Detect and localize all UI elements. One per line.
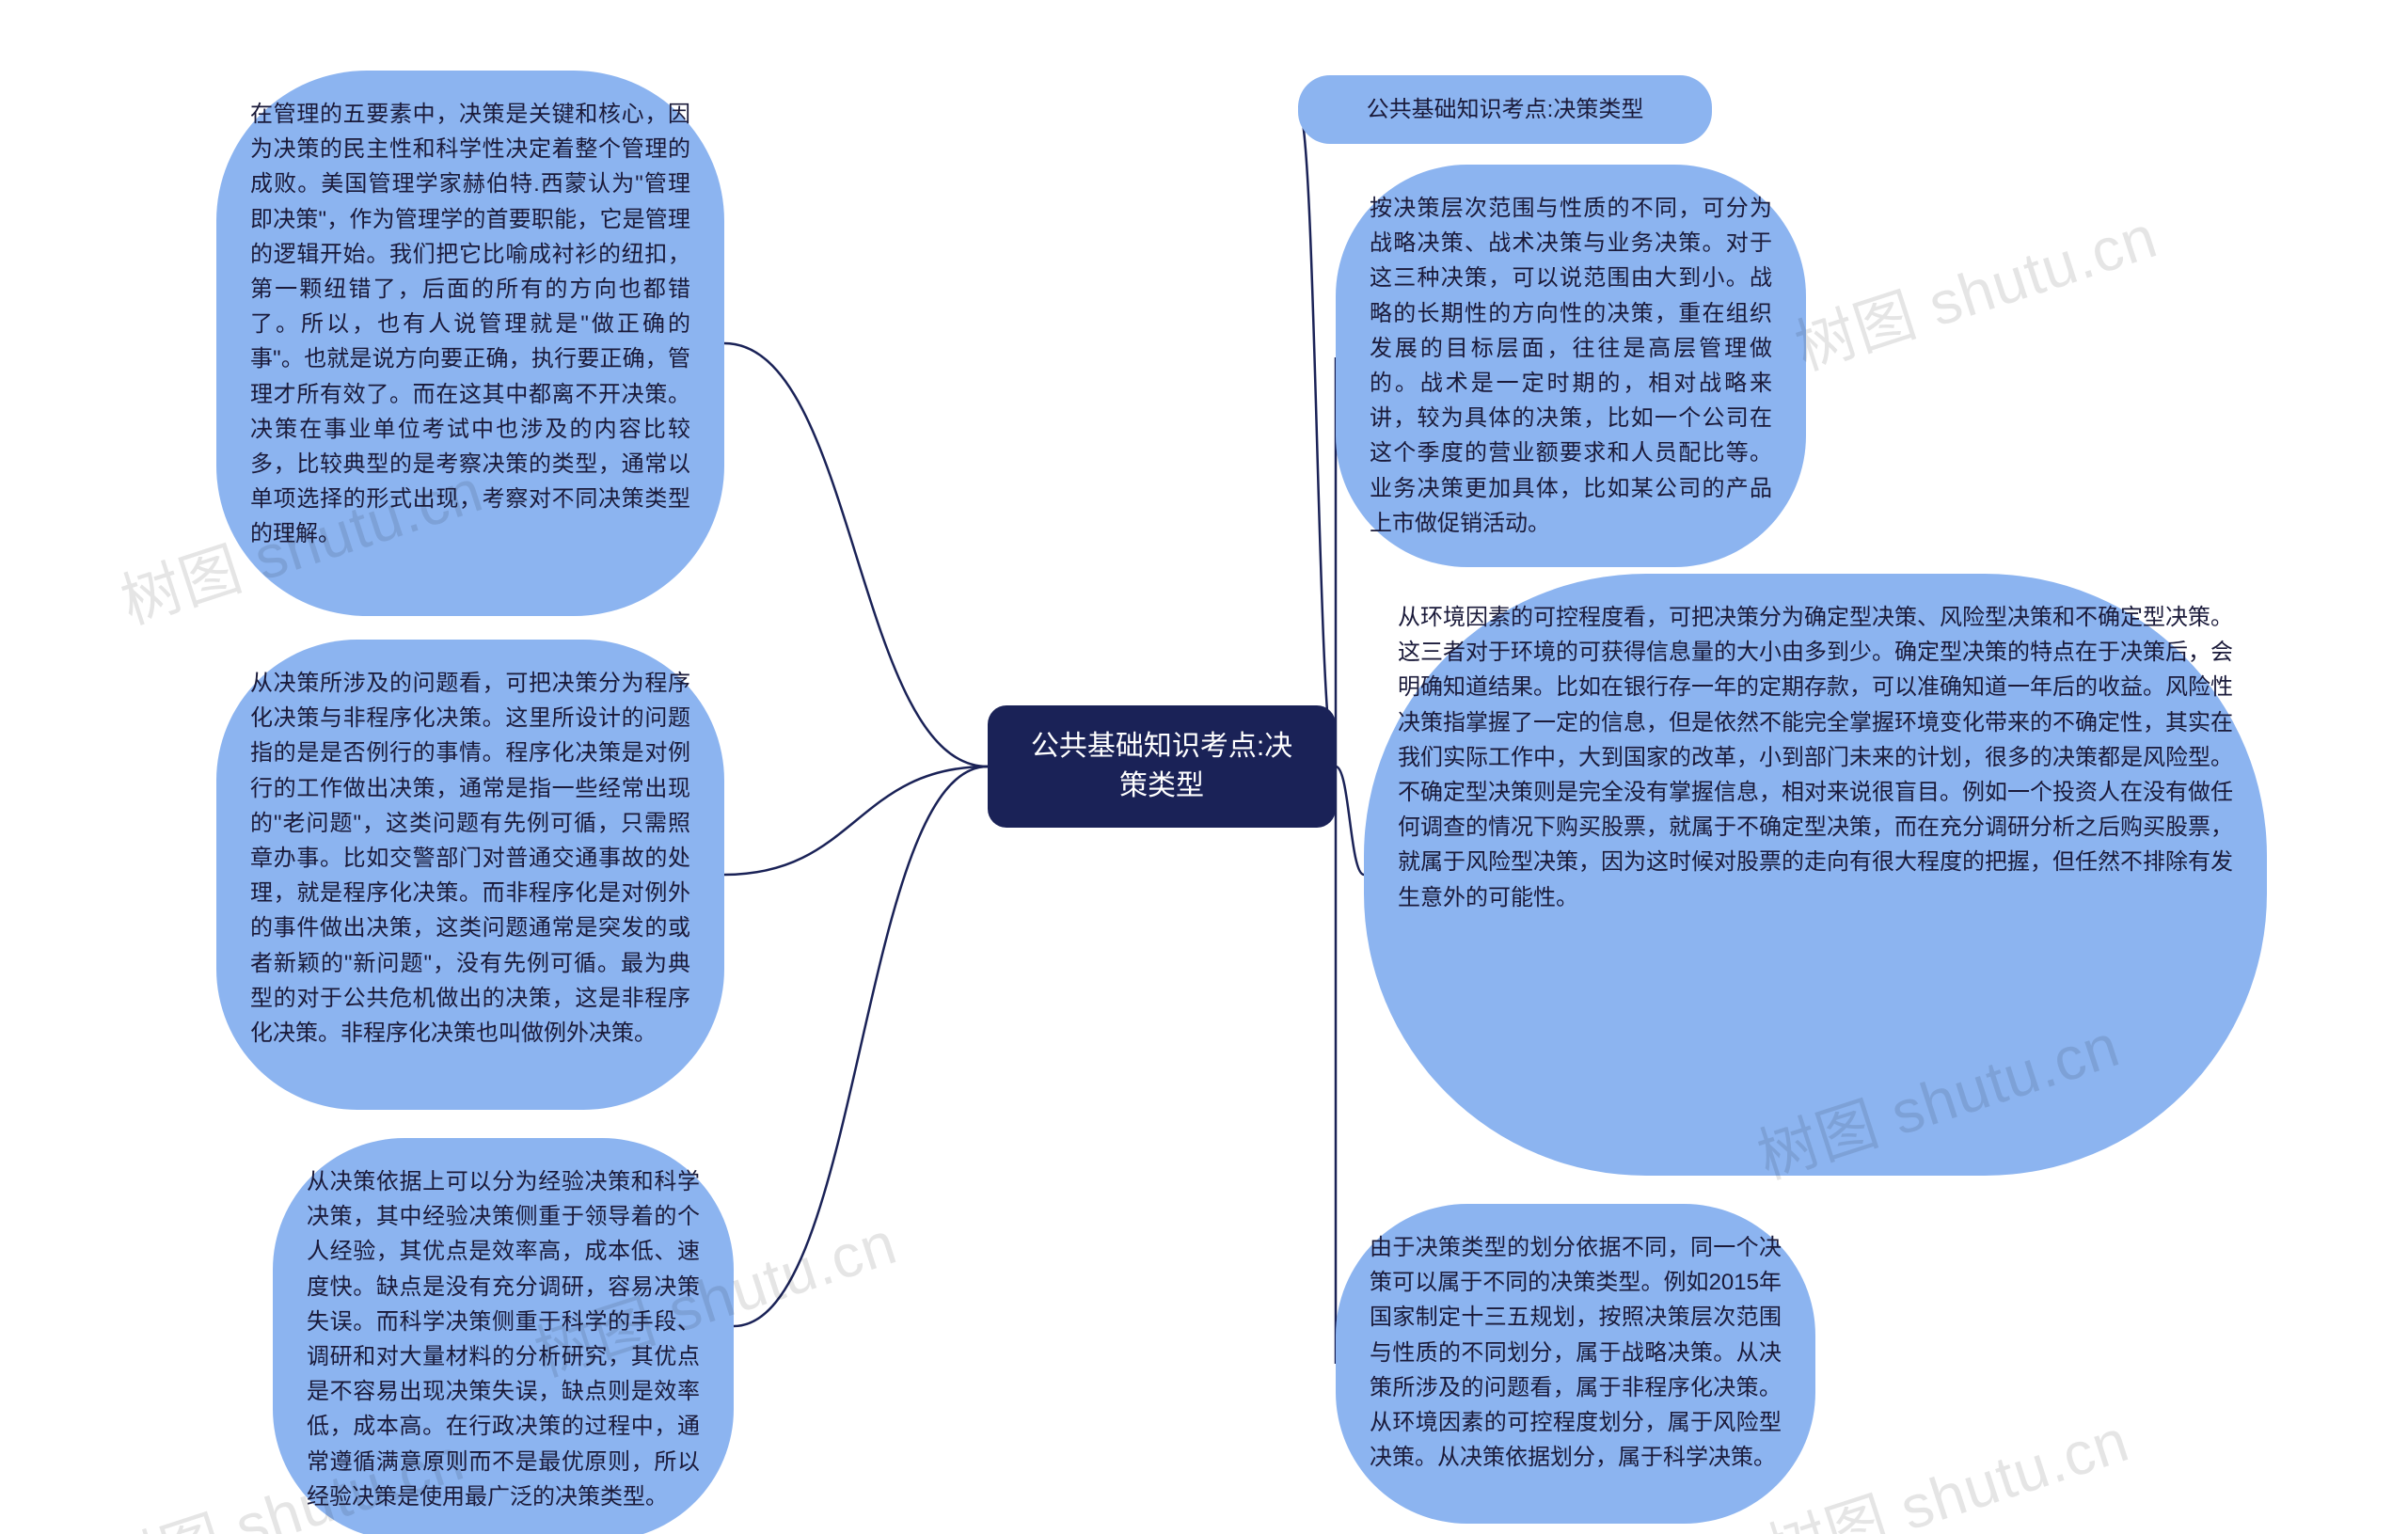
leaf-node-text: 按决策层次范围与性质的不同，可分为战略决策、战术决策与业务决策。对于这三种决策，… [1370, 196, 1772, 536]
leaf-node-text: 公共基础知识考点:决策类型 [1367, 97, 1644, 122]
leaf-node-text: 由于决策类型的划分依据不同，同一个决策可以属于不同的决策类型。例如2015年国家… [1370, 1235, 1782, 1470]
leaf-node-left1: 在管理的五要素中，决策是关键和核心，因为决策的民主性和科学性决定着整个管理的成败… [216, 71, 724, 616]
leaf-node-right3: 从环境因素的可控程度看，可把决策分为确定型决策、风险型决策和不确定型决策。这三者… [1364, 574, 2267, 1176]
center-node-label: 公共基础知识考点:决策类型 [1022, 727, 1302, 806]
leaf-node-right2: 按决策层次范围与性质的不同，可分为战略决策、战术决策与业务决策。对于这三种决策，… [1336, 165, 1806, 567]
watermark: 树图 shutu.cn [1783, 189, 2167, 387]
leaf-node-right4: 由于决策类型的划分依据不同，同一个决策可以属于不同的决策类型。例如2015年国家… [1336, 1204, 1815, 1524]
leaf-node-text: 在管理的五要素中，决策是关键和核心，因为决策的民主性和科学性决定着整个管理的成败… [250, 102, 690, 546]
edge-left2 [724, 767, 988, 875]
watermark-text: 树图 shutu.cn [1787, 202, 2164, 383]
edge-left3 [734, 767, 988, 1326]
mindmap-canvas: 公共基础知识考点:决策类型 在管理的五要素中，决策是关键和核心，因为决策的民主性和… [0, 0, 2408, 1534]
edge-right3 [1336, 767, 1364, 875]
leaf-node-right1: 公共基础知识考点:决策类型 [1298, 75, 1712, 144]
leaf-node-left2: 从决策所涉及的问题看，可把决策分为程序化决策与非程序化决策。这里所设计的问题指的… [216, 640, 724, 1110]
center-node: 公共基础知识考点:决策类型 [988, 705, 1336, 828]
edge-left1 [724, 343, 988, 767]
leaf-node-text: 从决策所涉及的问题看，可把决策分为程序化决策与非程序化决策。这里所设计的问题指的… [250, 671, 690, 1046]
leaf-node-left3: 从决策依据上可以分为经验决策和科学决策，其中经验决策侧重于领导着的个人经验，其优… [273, 1138, 734, 1534]
watermark-text: 树图 shutu.cn [1759, 1406, 2136, 1534]
leaf-node-text: 从环境因素的可控程度看，可把决策分为确定型决策、风险型决策和不确定型决策。这三者… [1398, 605, 2233, 910]
leaf-node-text: 从决策依据上可以分为经验决策和科学决策，其中经验决策侧重于领导着的个人经验，其优… [307, 1169, 700, 1510]
edge-right1 [1298, 107, 1336, 767]
